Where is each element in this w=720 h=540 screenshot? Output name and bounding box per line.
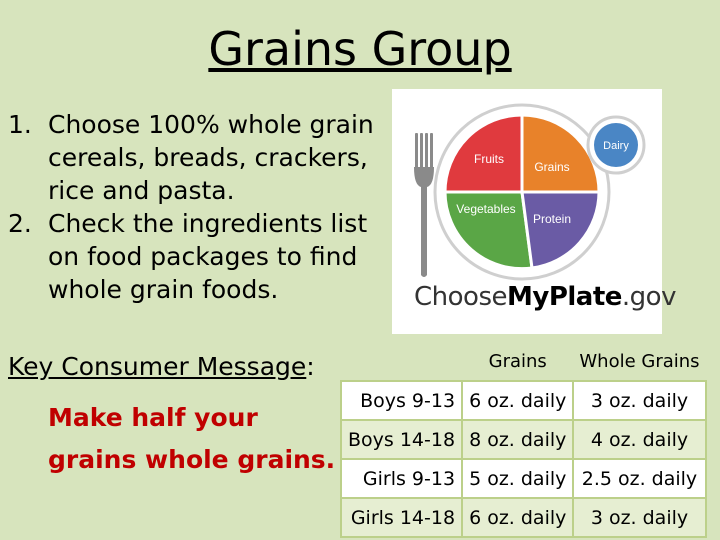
table-row: Girls 9-13 5 oz. daily 2.5 oz. daily: [339, 458, 707, 499]
protein-section: [520, 190, 601, 270]
fork-icon: [414, 133, 434, 277]
myplate-logo: Fruits Grains Vegetables Protein Dairy: [392, 89, 662, 334]
list-text: Choose 100% whole grain cereals, breads,…: [48, 110, 374, 205]
table-header-row: Grains Whole Grains: [341, 343, 706, 381]
grains-section: [520, 113, 601, 194]
whole-grains-value: 3 oz. daily: [572, 497, 707, 538]
row-label: Girls 9-13: [339, 458, 464, 499]
row-label: Boys 9-13: [339, 380, 464, 421]
key-message-text: Make half your grains whole grains.: [48, 403, 336, 474]
table-row: Boys 14-18 8 oz. daily 4 oz. daily: [339, 419, 707, 460]
grains-value: 5 oz. daily: [461, 458, 575, 499]
vegetables-section: [443, 190, 534, 271]
servings-table: Grains Whole Grains Boys 9-13 6 oz. dail…: [339, 343, 707, 538]
key-message-colon: :: [306, 352, 315, 381]
page-title: Grains Group: [208, 22, 512, 76]
grains-value: 8 oz. daily: [461, 419, 575, 460]
table-header-grains: Grains: [488, 351, 547, 372]
tips-list: 1. Choose 100% whole grain cereals, brea…: [8, 108, 388, 306]
protein-label: Protein: [533, 212, 571, 226]
fruits-section: [443, 113, 524, 194]
table-row: Boys 9-13 6 oz. daily 3 oz. daily: [339, 380, 707, 421]
vegetables-label: Vegetables: [456, 202, 515, 216]
row-label: Girls 14-18: [339, 497, 464, 538]
myplate-graphic: Fruits Grains Vegetables Protein Dairy: [414, 103, 646, 281]
list-number: 1.: [8, 110, 32, 139]
list-item: 2. Check the ingredients list on food pa…: [8, 207, 388, 306]
brand-suffix: .gov: [621, 282, 677, 312]
dairy-section: [594, 123, 638, 167]
whole-grains-value: 4 oz. daily: [572, 419, 707, 460]
grains-value: 6 oz. daily: [461, 380, 575, 421]
grains-label: Grains: [534, 160, 569, 174]
row-label: Boys 14-18: [339, 419, 464, 460]
table-header-whole-grains: Whole Grains: [579, 351, 700, 372]
list-number: 2.: [8, 209, 32, 238]
dairy-label: Dairy: [603, 140, 629, 152]
list-text: Check the ingredients list on food packa…: [48, 209, 368, 304]
whole-grains-value: 3 oz. daily: [572, 380, 707, 421]
grains-value: 6 oz. daily: [461, 497, 575, 538]
key-message-heading: Key Consumer Message:: [8, 352, 315, 381]
table-header: [341, 343, 462, 381]
choosemyplate-wordmark: ChooseMyPlate.gov: [414, 282, 676, 312]
key-message-label: Key Consumer Message: [8, 352, 307, 381]
list-item: 1. Choose 100% whole grain cereals, brea…: [8, 108, 388, 207]
brand-prefix: Choose: [414, 282, 508, 312]
fruits-label: Fruits: [474, 152, 504, 166]
table-row: Girls 14-18 6 oz. daily 3 oz. daily: [339, 497, 707, 538]
whole-grains-value: 2.5 oz. daily: [572, 458, 707, 499]
brand-bold: MyPlate: [507, 282, 622, 312]
